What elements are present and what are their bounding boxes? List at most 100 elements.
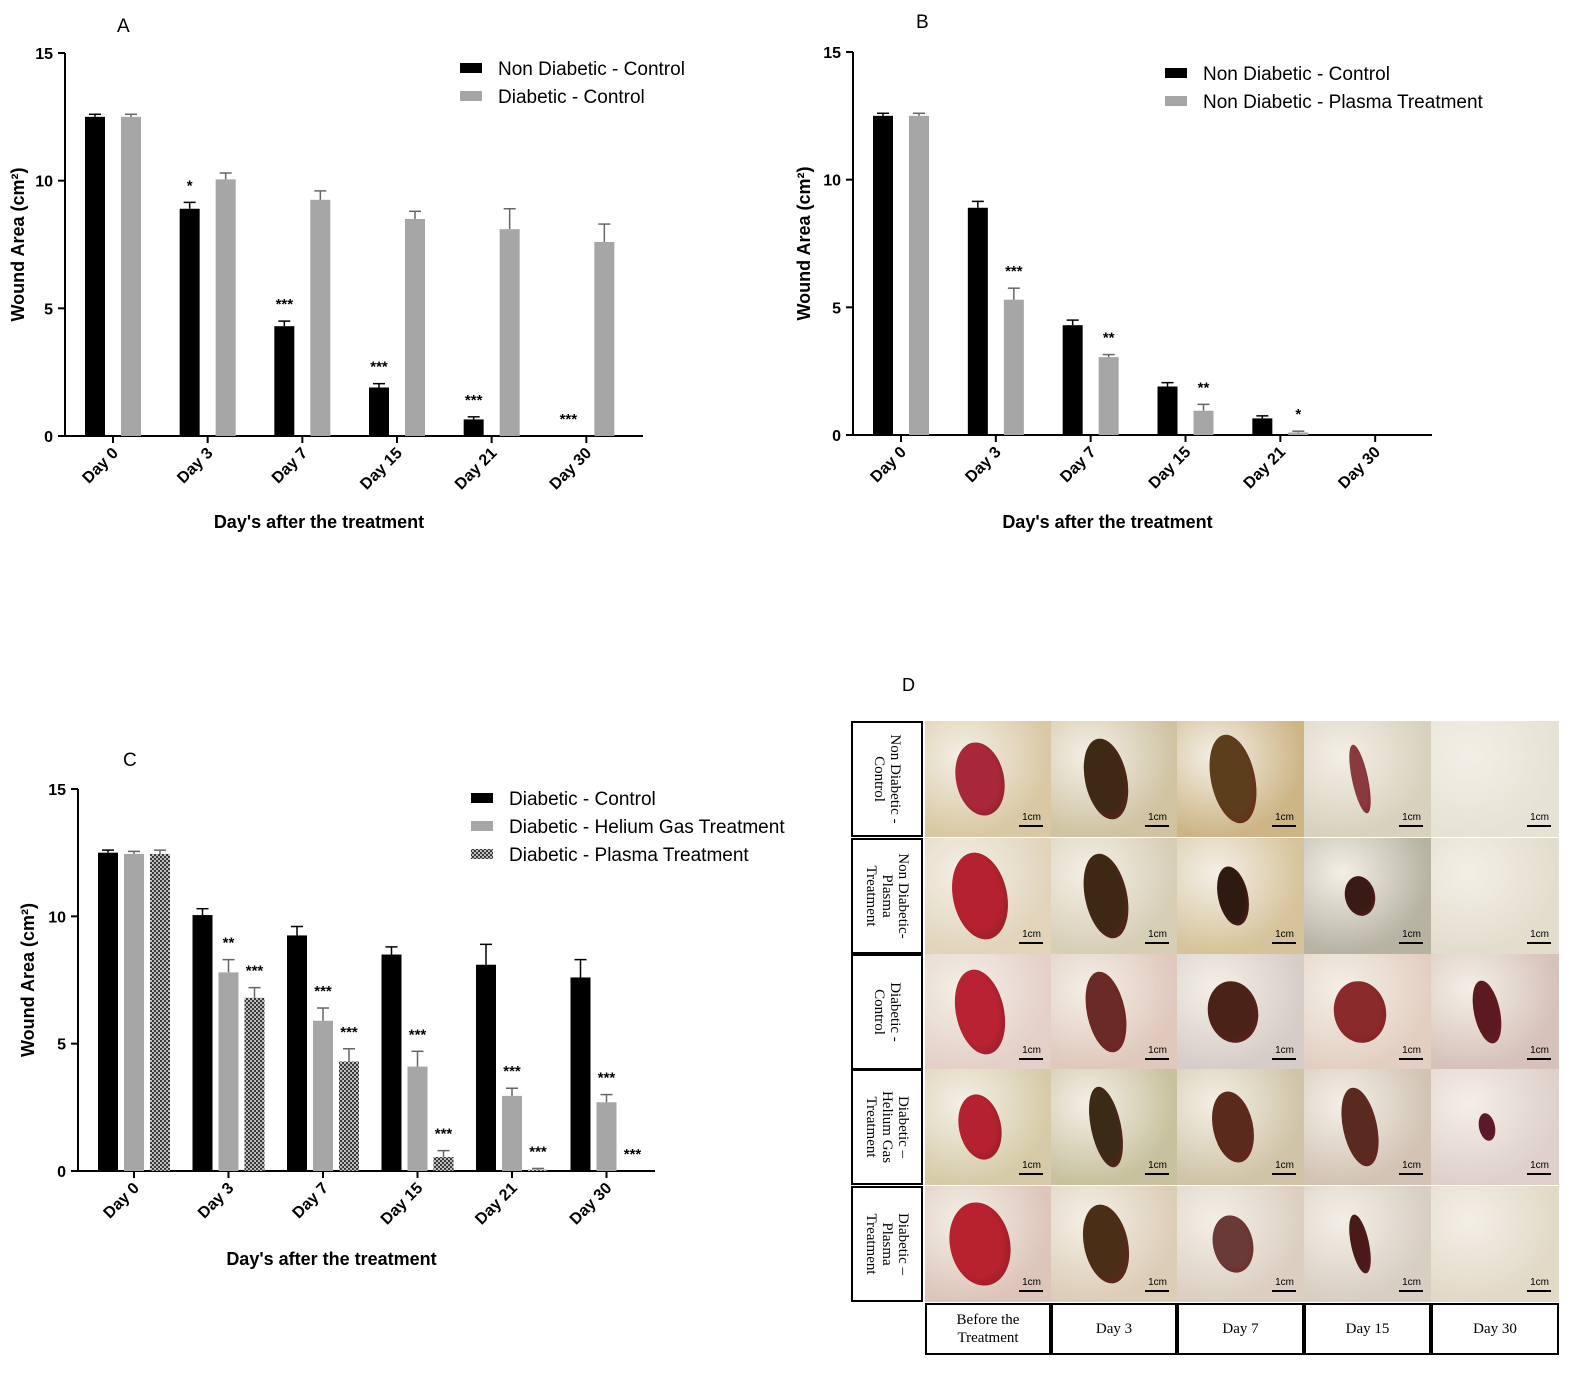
wound-photo: 1cm	[1177, 954, 1304, 1070]
photo-row-label: Diabetic - Control	[851, 954, 923, 1070]
bar	[192, 915, 213, 1171]
panel-letter: A	[117, 16, 130, 37]
scale-bar	[1272, 825, 1296, 827]
significance-label: ***	[314, 983, 332, 1000]
scale-bar	[1399, 942, 1423, 944]
y-tick-label: 15	[35, 46, 53, 63]
wound-area	[1082, 1083, 1130, 1171]
x-tick-label: Day 3	[195, 1180, 237, 1222]
y-tick-label: 0	[832, 428, 841, 445]
x-tick-label: Day 15	[1146, 444, 1195, 493]
wound-photo: 1cm	[1431, 1069, 1559, 1185]
charts-canvas: A 0 5 10 15 Wound Area (cm²) Day's after the t…	[8, 12, 1484, 532]
x-axis-label: Day's after the treatment	[214, 512, 424, 532]
legend-swatch	[471, 849, 493, 859]
photo-row-label-text: Non Diabetic- Plasma Treatment	[863, 853, 911, 939]
significance-label: ***	[598, 1070, 616, 1087]
photo-row-label: Diabetic – Plasma Treatment	[851, 1186, 923, 1302]
bar	[244, 997, 265, 1171]
scale-bar	[1019, 825, 1043, 827]
significance-label: *	[187, 177, 193, 194]
x-axis-label: Day's after the treatment	[1002, 512, 1212, 532]
scale-bar-label: 1cm	[1148, 929, 1167, 940]
scale-bar-label: 1cm	[1148, 1045, 1167, 1056]
y-tick-label: 10	[823, 173, 841, 190]
wound-photo: 1cm	[1051, 1069, 1177, 1185]
scale-bar	[1145, 825, 1169, 827]
scale-bar-label: 1cm	[1530, 1277, 1549, 1288]
significance-label: ***	[1005, 263, 1023, 280]
wound-photo: 1cm	[1177, 1069, 1304, 1185]
x-tick-label: Day 21	[452, 445, 501, 494]
scale-bar	[1019, 1290, 1043, 1292]
bar	[287, 935, 307, 1171]
wound-area	[1201, 730, 1264, 828]
wound-area	[1211, 863, 1254, 929]
y-tick-label: 10	[48, 909, 66, 926]
scale-bar	[1399, 1290, 1423, 1292]
chart-panel-c: C 0 5 10 15 Wound Area (cm²) Day's after the t…	[18, 750, 785, 1269]
bar	[1288, 432, 1309, 435]
wound-photo: 1cm	[925, 954, 1051, 1070]
photo-row-label: Diabetic – Helium Gas Treatment	[851, 1069, 923, 1185]
x-axis-label: Day's after the treatment	[226, 1249, 436, 1269]
scale-bar-label: 1cm	[1148, 1160, 1167, 1171]
wound-photo: 1cm	[1051, 1186, 1177, 1302]
bar	[1062, 325, 1083, 435]
panel-letter-d: D	[902, 675, 915, 695]
bar	[150, 853, 170, 1171]
x-tick-label: Day 15	[357, 445, 406, 494]
scale-bar	[1272, 1173, 1296, 1175]
photo-row-label-text: Non Diabetic - Control	[871, 734, 903, 824]
bar	[407, 1066, 428, 1171]
scale-bar-label: 1cm	[1530, 812, 1549, 823]
x-tick-label: Day 3	[962, 444, 1004, 486]
bar	[1098, 357, 1119, 435]
legend-swatch	[471, 793, 493, 803]
significance-label: ***	[276, 296, 294, 313]
photo-column-label: Before the Treatment	[925, 1303, 1051, 1355]
bar	[1003, 299, 1024, 435]
significance-label: *	[1295, 406, 1301, 423]
x-tick-label: Day 0	[101, 1180, 143, 1222]
y-tick-label: 15	[823, 45, 841, 62]
bar	[570, 977, 591, 1171]
x-tick-label: Day 21	[1241, 444, 1290, 493]
x-tick-label: Day 7	[1057, 444, 1099, 486]
scale-bar	[1145, 1058, 1169, 1060]
scale-bar	[1019, 1173, 1043, 1175]
y-tick-label: 15	[48, 782, 66, 799]
wound-area	[1201, 976, 1264, 1048]
bar	[179, 208, 200, 436]
legend-label: Diabetic - Plasma Treatment	[509, 845, 749, 866]
bar	[1193, 410, 1214, 435]
photo-column-label: Day 30	[1431, 1303, 1559, 1355]
scale-bar-label: 1cm	[1402, 929, 1421, 940]
scale-bar-label: 1cm	[1275, 812, 1294, 823]
scale-bar	[1527, 942, 1551, 944]
scale-bar-label: 1cm	[1530, 929, 1549, 940]
photo-row-label: Non Diabetic - Control	[851, 721, 923, 837]
x-tick-label: Day 21	[472, 1180, 521, 1229]
x-tick-label: Day 0	[868, 444, 910, 486]
photo-row-label: Non Diabetic- Plasma Treatment	[851, 838, 923, 954]
x-tick-label: Day 15	[378, 1180, 427, 1229]
wound-photo: 1cm	[1431, 838, 1559, 954]
wound-photo: 1cm	[1304, 838, 1431, 954]
legend-label: Diabetic - Control	[509, 789, 656, 810]
scale-bar-label: 1cm	[1530, 1160, 1549, 1171]
wound-photo: 1cm	[1304, 954, 1431, 1070]
scale-bar	[1019, 1058, 1043, 1060]
wound-photo: 1cm	[1177, 1186, 1304, 1302]
scale-bar	[1145, 942, 1169, 944]
scale-bar-label: 1cm	[1402, 1160, 1421, 1171]
legend-label: Diabetic - Helium Gas Treatment	[509, 817, 785, 838]
x-tick-label: Day 7	[269, 445, 311, 487]
x-tick-label: Day 30	[567, 1180, 616, 1229]
y-axis-label: Wound Area (cm²)	[794, 166, 814, 320]
bar	[215, 179, 236, 436]
significance-label: ***	[246, 963, 264, 980]
bar	[98, 852, 118, 1171]
bar	[463, 419, 484, 436]
bar	[1252, 418, 1273, 435]
